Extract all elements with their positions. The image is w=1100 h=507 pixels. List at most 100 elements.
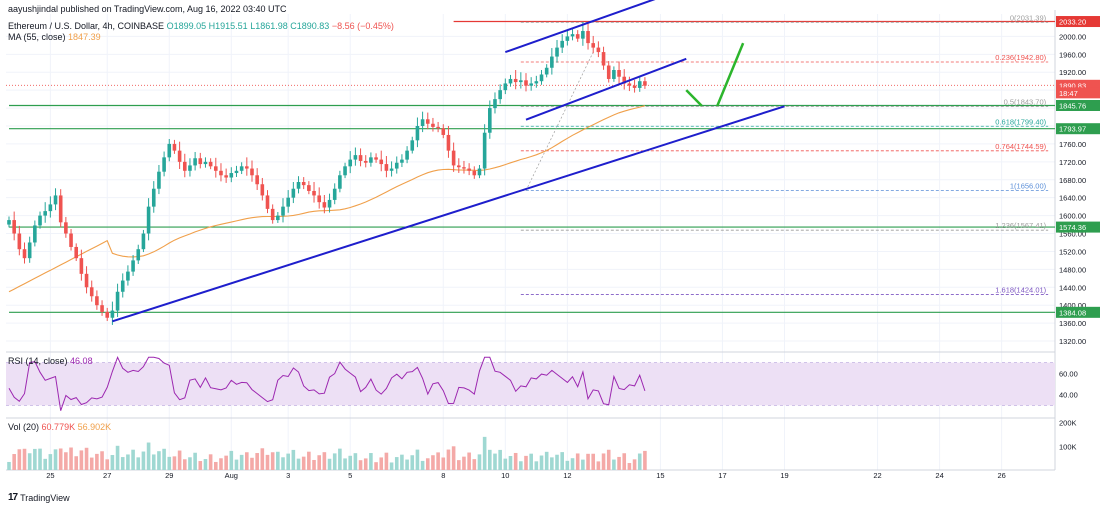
volume-bar [260,448,265,470]
volume-bar [570,458,575,470]
candle-body [296,182,301,189]
price-tick-label: 1720.00 [1059,158,1086,167]
time-tick-label: 5 [348,471,352,480]
volume-bar [33,448,37,470]
symbol-title[interactable]: Ethereum / U.S. Dollar, 4h, COINBASE [8,21,165,31]
candle-body [369,157,373,163]
volume-bar [363,458,368,470]
volume-bar [606,449,611,470]
candle-body [586,31,590,44]
volume-bar [560,452,564,470]
candle-body [467,168,471,171]
candle-body [172,143,177,151]
volume-label[interactable]: Vol (20) [8,422,40,432]
candle-body [327,199,332,208]
rsi-band [6,362,1055,406]
price-label-tag [1056,87,1100,99]
candle-body [208,161,213,167]
time-tick-label: 17 [718,471,726,480]
tradingview-logo-icon: 17 [8,492,18,503]
volume-bar [627,463,632,470]
candle-body [224,175,228,178]
ma-label[interactable]: MA (55, close) [8,32,66,42]
rsi-label[interactable]: RSI (14, close) [8,356,68,366]
rsi-line [8,355,646,411]
volume-bar [255,453,259,470]
volume-bar [265,454,270,470]
candle-body [43,211,47,216]
rsi-value: 46.08 [70,356,93,366]
volume-bar [58,448,63,470]
time-tick-label: Aug [225,471,238,480]
volume-bar [508,456,513,470]
volume-bar [410,455,415,470]
fibonacci-retracement[interactable]: 0(2031.39) 0.236(1942.80) 0.5(1843.70) 0.61… [520,13,1049,295]
candle-body [612,70,616,79]
candle-body [157,171,161,189]
volume-bar [286,453,290,470]
rsi-pane [6,355,1055,411]
volume-bar [477,454,482,470]
candle-body [550,56,554,68]
volume-bar [131,449,135,470]
candle-body [33,225,37,243]
candle-body [265,195,270,209]
price-tick-label: 1320.00 [1059,337,1086,346]
open-value: O1899.05 [166,21,207,31]
volume-bar [162,448,166,470]
candle-body [38,215,42,226]
candle-body [482,132,487,169]
candle-body [477,168,482,176]
fib-label: 0.764(1744.59) [995,142,1046,151]
volume-bar [338,448,342,470]
volume-bar [234,459,239,470]
candle-body [575,34,580,39]
fib-label: 1.618(1424.01) [995,285,1046,294]
price-label-tag [1056,221,1100,233]
volume-bar [534,461,539,470]
candle-body [177,150,182,162]
volume-bar [389,462,394,470]
volume-bar [498,449,502,470]
rsi-tick-label: 40.00 [1059,391,1078,400]
candle-body [400,159,404,163]
candle-body [115,291,120,311]
price-tick-label: 1440.00 [1059,283,1086,292]
change-value: −8.56 (−0.45%) [331,21,394,31]
volume-bar [456,460,461,470]
candle-body [358,155,363,161]
volume-bar [379,457,384,470]
candle-body [498,90,502,100]
candle-body [637,81,642,88]
volume-bar [167,456,172,470]
volume-bar [436,452,440,470]
volume-bar [219,458,223,470]
volume-bar [488,449,492,470]
tradingview-brand[interactable]: 17 TradingView [8,492,70,503]
price-tick-label: 1920.00 [1059,68,1086,77]
axes: USD1320.001360.001400.001440.001480.0015… [46,15,1100,480]
candle-body [245,166,249,169]
candle-body [141,233,146,250]
volume-bar [575,453,580,470]
volume-bar [296,458,301,470]
volume-bar [524,455,528,470]
volume-bar [565,460,570,470]
price-label-text: 1890.83 [1059,81,1086,90]
candle-body [425,119,430,124]
candle-body [513,78,518,83]
candle-body [488,108,492,133]
fib-label: 0.5(1843.70) [1004,97,1047,106]
volume-bar [431,455,435,470]
ma-legend: MA (55, close) 1847.39 [8,32,101,42]
price-label-text: 1845.76 [1059,101,1086,110]
candle-body [394,162,399,169]
volume-bar [12,454,16,470]
trendlines[interactable] [112,0,785,323]
price-label-text: 1384.08 [1059,308,1086,317]
volume-bar [239,454,244,470]
volume-bar [69,447,73,470]
candle-body [110,310,115,318]
time-tick-label: 8 [441,471,445,480]
